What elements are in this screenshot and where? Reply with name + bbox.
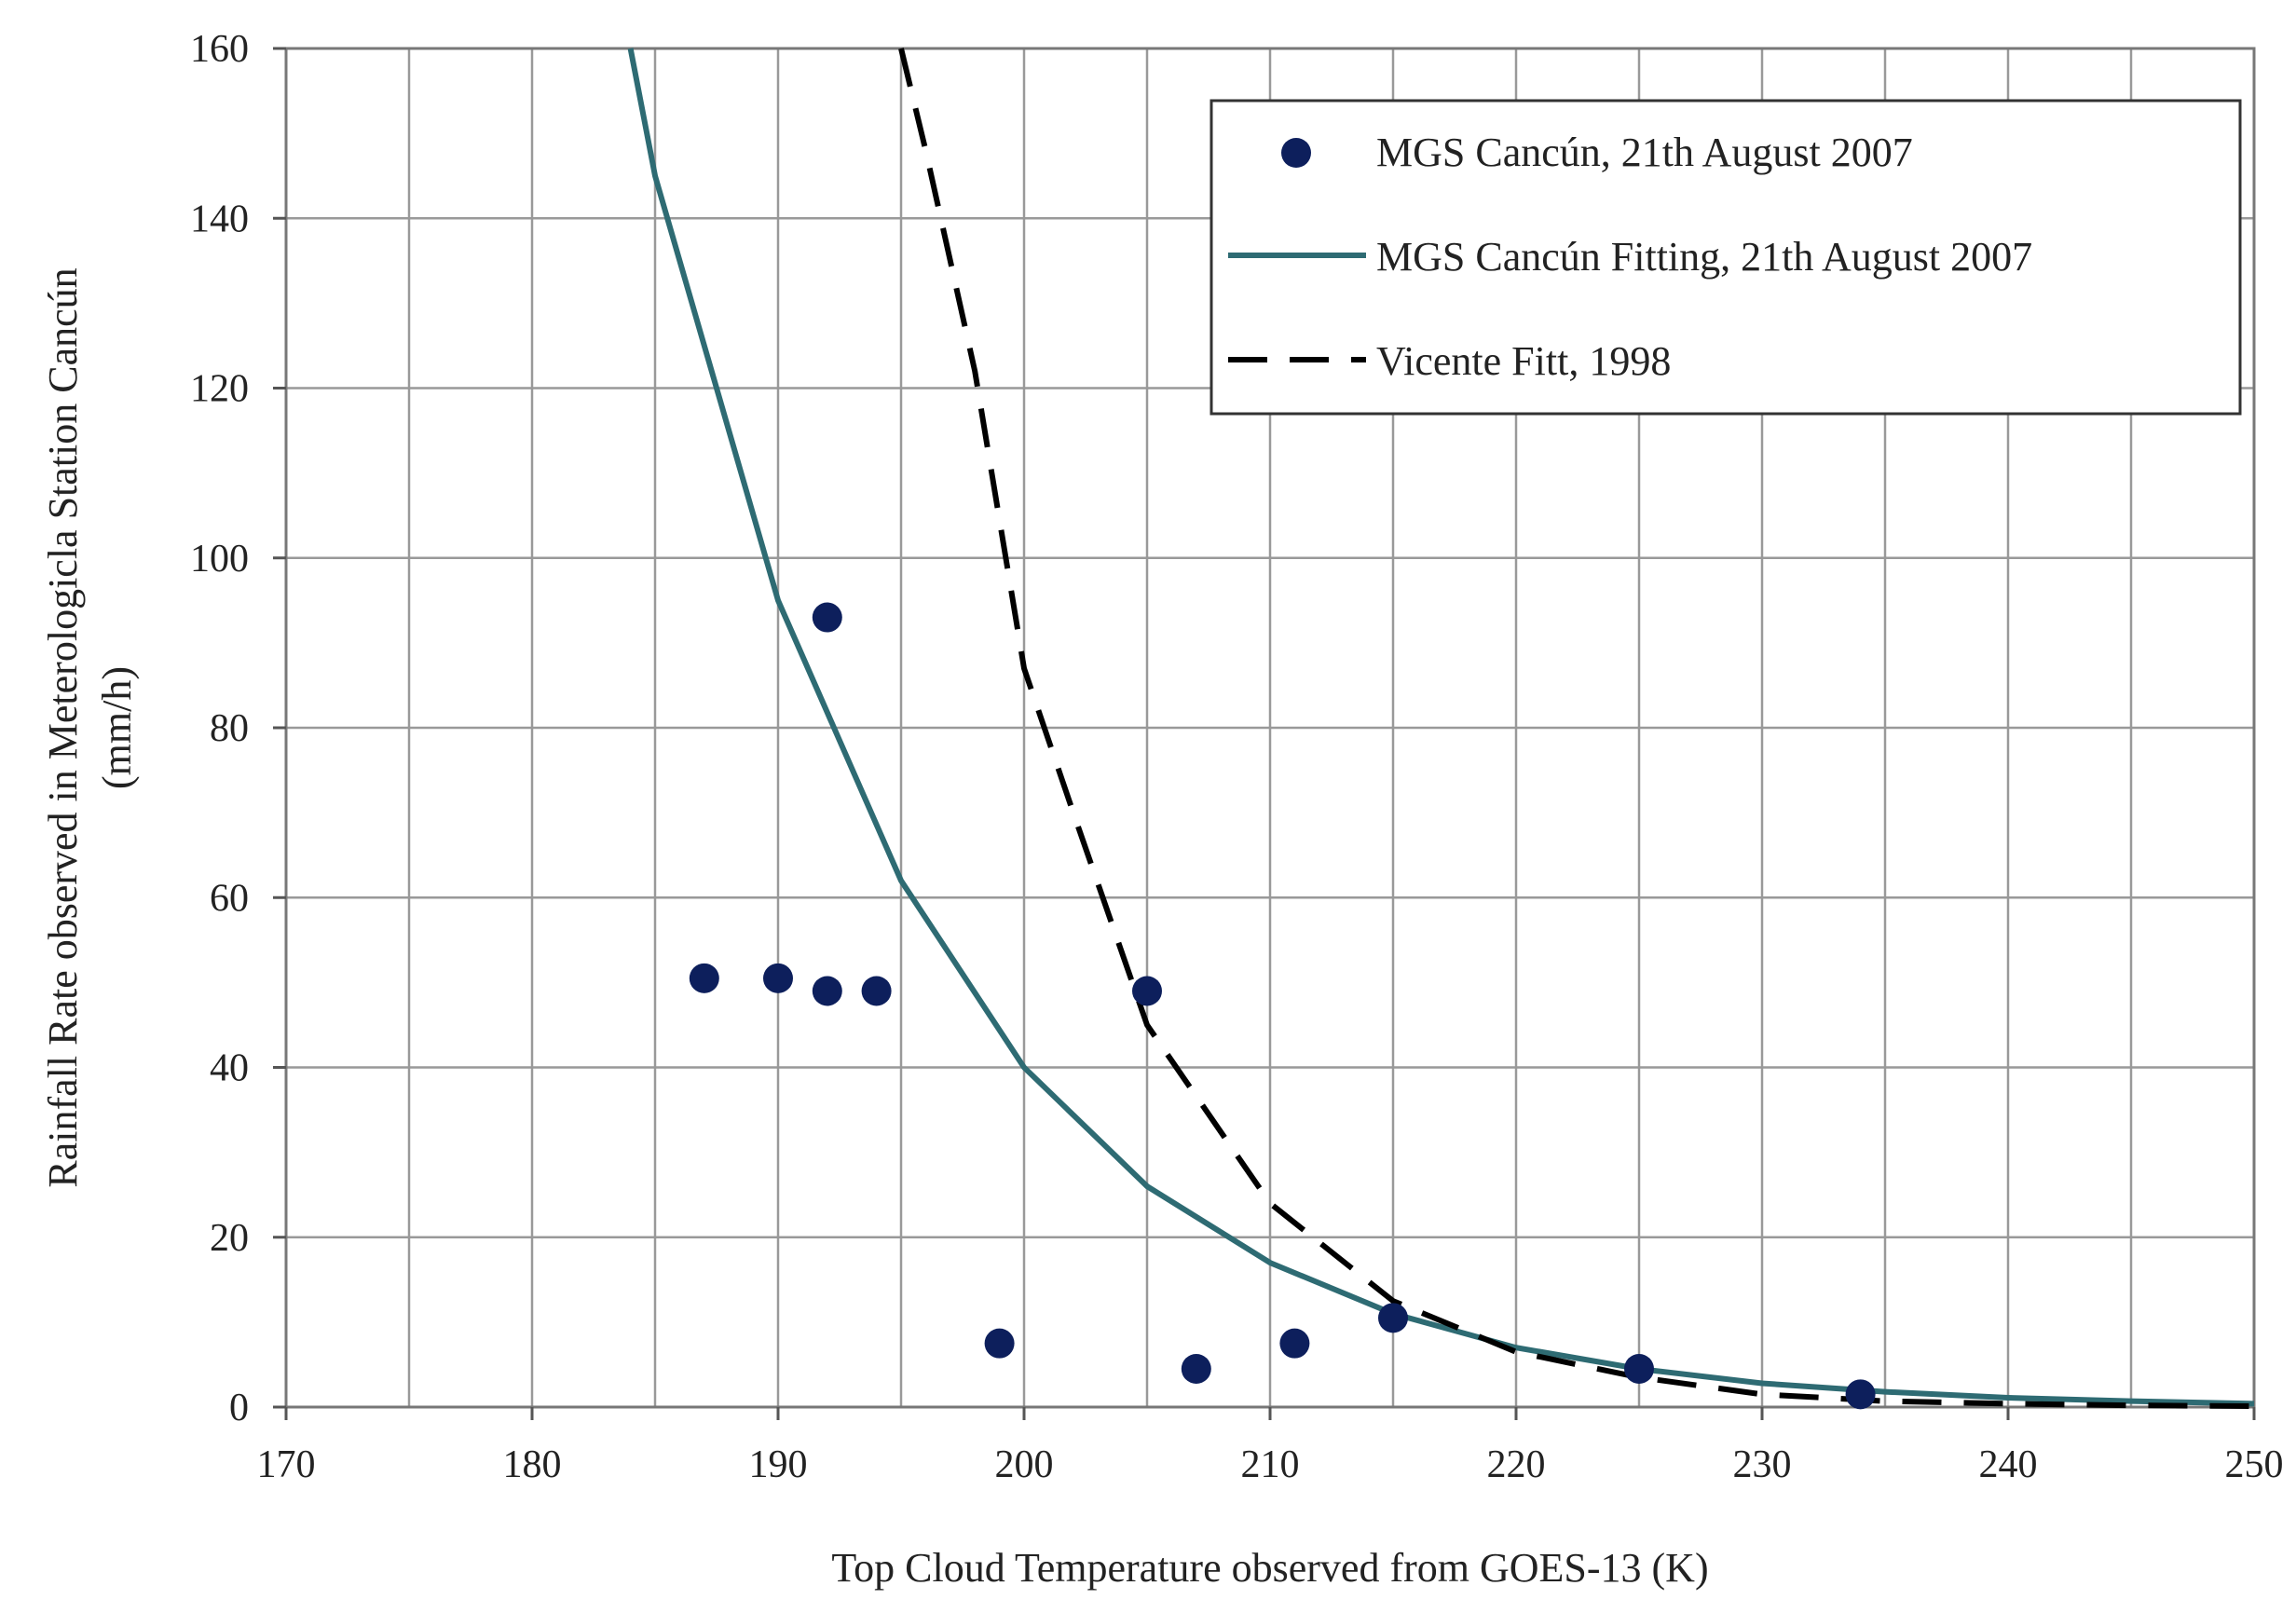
data-point xyxy=(689,963,719,993)
legend-label-mgs-fitting: MGS Cancún Fitting, 21th August 2007 xyxy=(1376,234,2032,280)
x-tick-label: 210 xyxy=(1241,1443,1300,1486)
data-point xyxy=(984,1328,1015,1359)
data-point xyxy=(1378,1303,1408,1333)
legend-box xyxy=(1210,99,2242,416)
series-layer xyxy=(627,48,2255,1410)
y-axis-title-line1: Rainfall Rate observed in Meterologicla … xyxy=(40,267,86,1187)
data-point xyxy=(812,976,842,1006)
x-tick-label: 250 xyxy=(2225,1443,2284,1486)
data-point xyxy=(861,976,892,1006)
y-tick-label: 100 xyxy=(190,538,249,581)
data-point xyxy=(1181,1353,1211,1384)
data-point xyxy=(1132,976,1162,1006)
legend-marker-mgs-observed xyxy=(1281,138,1311,168)
x-tick-label: 180 xyxy=(503,1443,562,1486)
series-line-vicente-fitt xyxy=(898,48,2255,1410)
x-tick-label: 190 xyxy=(749,1443,808,1486)
x-tick-label: 170 xyxy=(257,1443,316,1486)
data-point xyxy=(1624,1353,1654,1384)
x-tick-label: 240 xyxy=(1979,1443,2038,1486)
data-point xyxy=(1279,1328,1310,1359)
legend-label-mgs-observed: MGS Cancún, 21th August 2007 xyxy=(1376,130,1913,175)
scatter-points xyxy=(689,602,1876,1410)
x-tick-label: 220 xyxy=(1487,1443,1546,1486)
x-tick-label: 230 xyxy=(1733,1443,1792,1486)
y-tick-label: 0 xyxy=(229,1387,249,1429)
y-tick-label: 120 xyxy=(190,368,249,411)
y-axis-title-line2: (mm/h) xyxy=(94,666,140,789)
y-tick-label: 160 xyxy=(190,28,249,71)
data-point xyxy=(812,602,842,633)
y-tick-label: 80 xyxy=(210,707,249,750)
x-axis-title: Top Cloud Temperature observed from GOES… xyxy=(831,1545,1708,1591)
legend-label-vicente-fitt: Vicente Fitt, 1998 xyxy=(1376,338,1671,384)
axis-ticks: 170 180 190 200 210 220 230 240 250 0 20 40 60 80 100 1… xyxy=(190,28,2284,1486)
y-tick-label: 60 xyxy=(210,877,249,920)
y-tick-label: 40 xyxy=(210,1047,249,1090)
data-point xyxy=(763,963,793,993)
y-tick-label: 140 xyxy=(190,198,249,240)
y-tick-label: 20 xyxy=(210,1217,249,1260)
legend: MGS Cancún, 21th August 2007 MGS Cancún … xyxy=(1210,99,2242,416)
data-point xyxy=(1845,1379,1876,1410)
x-tick-label: 200 xyxy=(995,1443,1054,1486)
